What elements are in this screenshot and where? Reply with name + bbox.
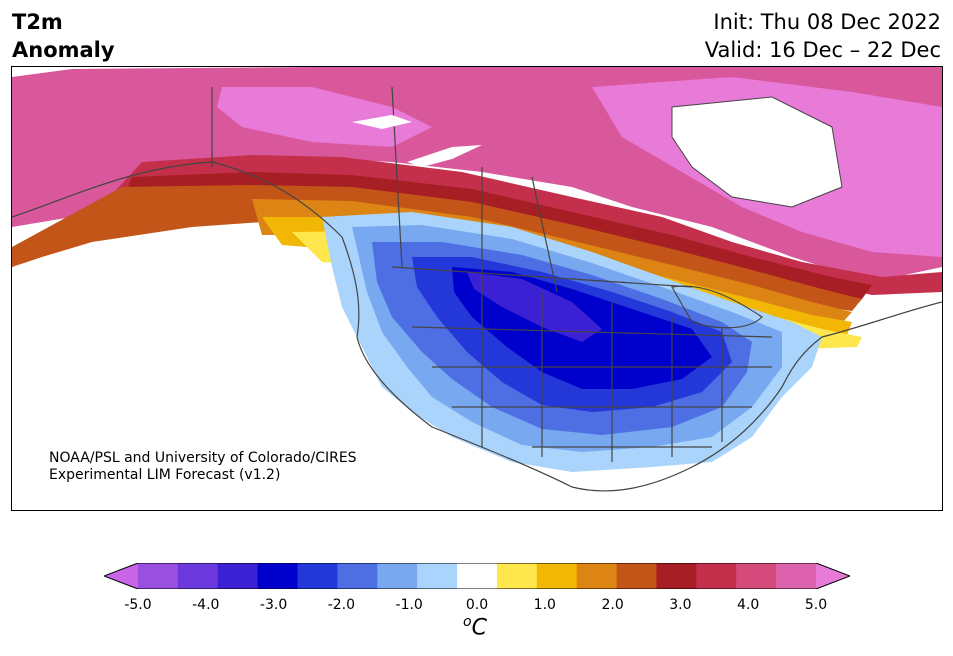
colorbar-swatch (776, 563, 817, 589)
colorbar-tick-label: 5.0 (804, 597, 828, 613)
colorbar-swatch (217, 563, 259, 589)
colorbar-extend-high (816, 563, 850, 589)
unit-base: C (471, 615, 487, 641)
colorbar-swatch (536, 563, 578, 589)
colorbar-extend-low (104, 563, 138, 589)
colorbar-swatch (417, 563, 458, 589)
colorbar-swatch (656, 563, 697, 589)
colorbar-swatch (696, 563, 737, 589)
colorbar-tick-label: -5.0 (124, 597, 152, 613)
colorbar (104, 563, 850, 589)
colorbar-swatch (576, 563, 618, 589)
colorbar-swatch (138, 563, 179, 589)
title-line-1: T2m (12, 10, 63, 34)
credit-line-2: Experimental LIM Forecast (v1.2) (49, 467, 281, 483)
colorbar-swatch (257, 563, 299, 589)
forecast-dates: Init: Thu 08 Dec 2022 Valid: 16 Dec – 22… (705, 8, 941, 64)
anomaly-indigo (467, 272, 602, 342)
unit-label: oC (463, 614, 487, 640)
colorbar-tick-label: -4.0 (192, 597, 220, 613)
hudson-bay (671, 96, 843, 208)
colorbar-tick-label: 3.0 (669, 597, 692, 613)
colorbar-tick-label: 0.0 (465, 597, 489, 613)
colorbar-swatch (736, 563, 777, 589)
title-line-2: Anomaly (12, 38, 115, 62)
map-title: T2m Anomaly (12, 8, 115, 64)
anomaly-pink-west (217, 87, 432, 147)
unit-superscript: o (463, 614, 472, 630)
colorbar-swatch (496, 563, 538, 589)
anomaly-map (11, 66, 943, 511)
colorbar-tick-label: 2.0 (601, 597, 624, 613)
colorbar-swatch (616, 563, 657, 589)
colorbar-tick-label: -1.0 (395, 597, 423, 613)
anomaly-brown (12, 185, 862, 311)
colorbar-tick-label: -3.0 (259, 597, 288, 613)
colorbar-swatch (377, 563, 418, 589)
colorbar-swatch (297, 563, 338, 589)
colorbar-swatch (457, 563, 498, 589)
island-2 (407, 145, 482, 167)
colorbar-swatch (337, 563, 378, 589)
colorbar-tick-label: 4.0 (737, 597, 760, 613)
credit-line-1: NOAA/PSL and University of Colorado/CIRE… (49, 450, 357, 466)
credit-text: NOAA/PSL and University of Colorado/CIRE… (49, 450, 357, 484)
coastlines (12, 86, 942, 492)
valid-range: Valid: 16 Dec – 22 Dec (704, 38, 941, 62)
colorbar-swatch (177, 563, 219, 589)
island-1 (352, 115, 412, 129)
map-svg (12, 67, 942, 492)
init-date: Init: Thu 08 Dec 2022 (713, 10, 941, 34)
colorbar-tick-label: -2.0 (327, 597, 356, 613)
colorbar-tick-label: 1.0 (533, 597, 556, 613)
colorbar-ticks: -5.0 -4.0 -3.0 -2.0 -1.0 0.0 1.0 2.0 3.0 4.0 5.0 (0, 597, 953, 617)
